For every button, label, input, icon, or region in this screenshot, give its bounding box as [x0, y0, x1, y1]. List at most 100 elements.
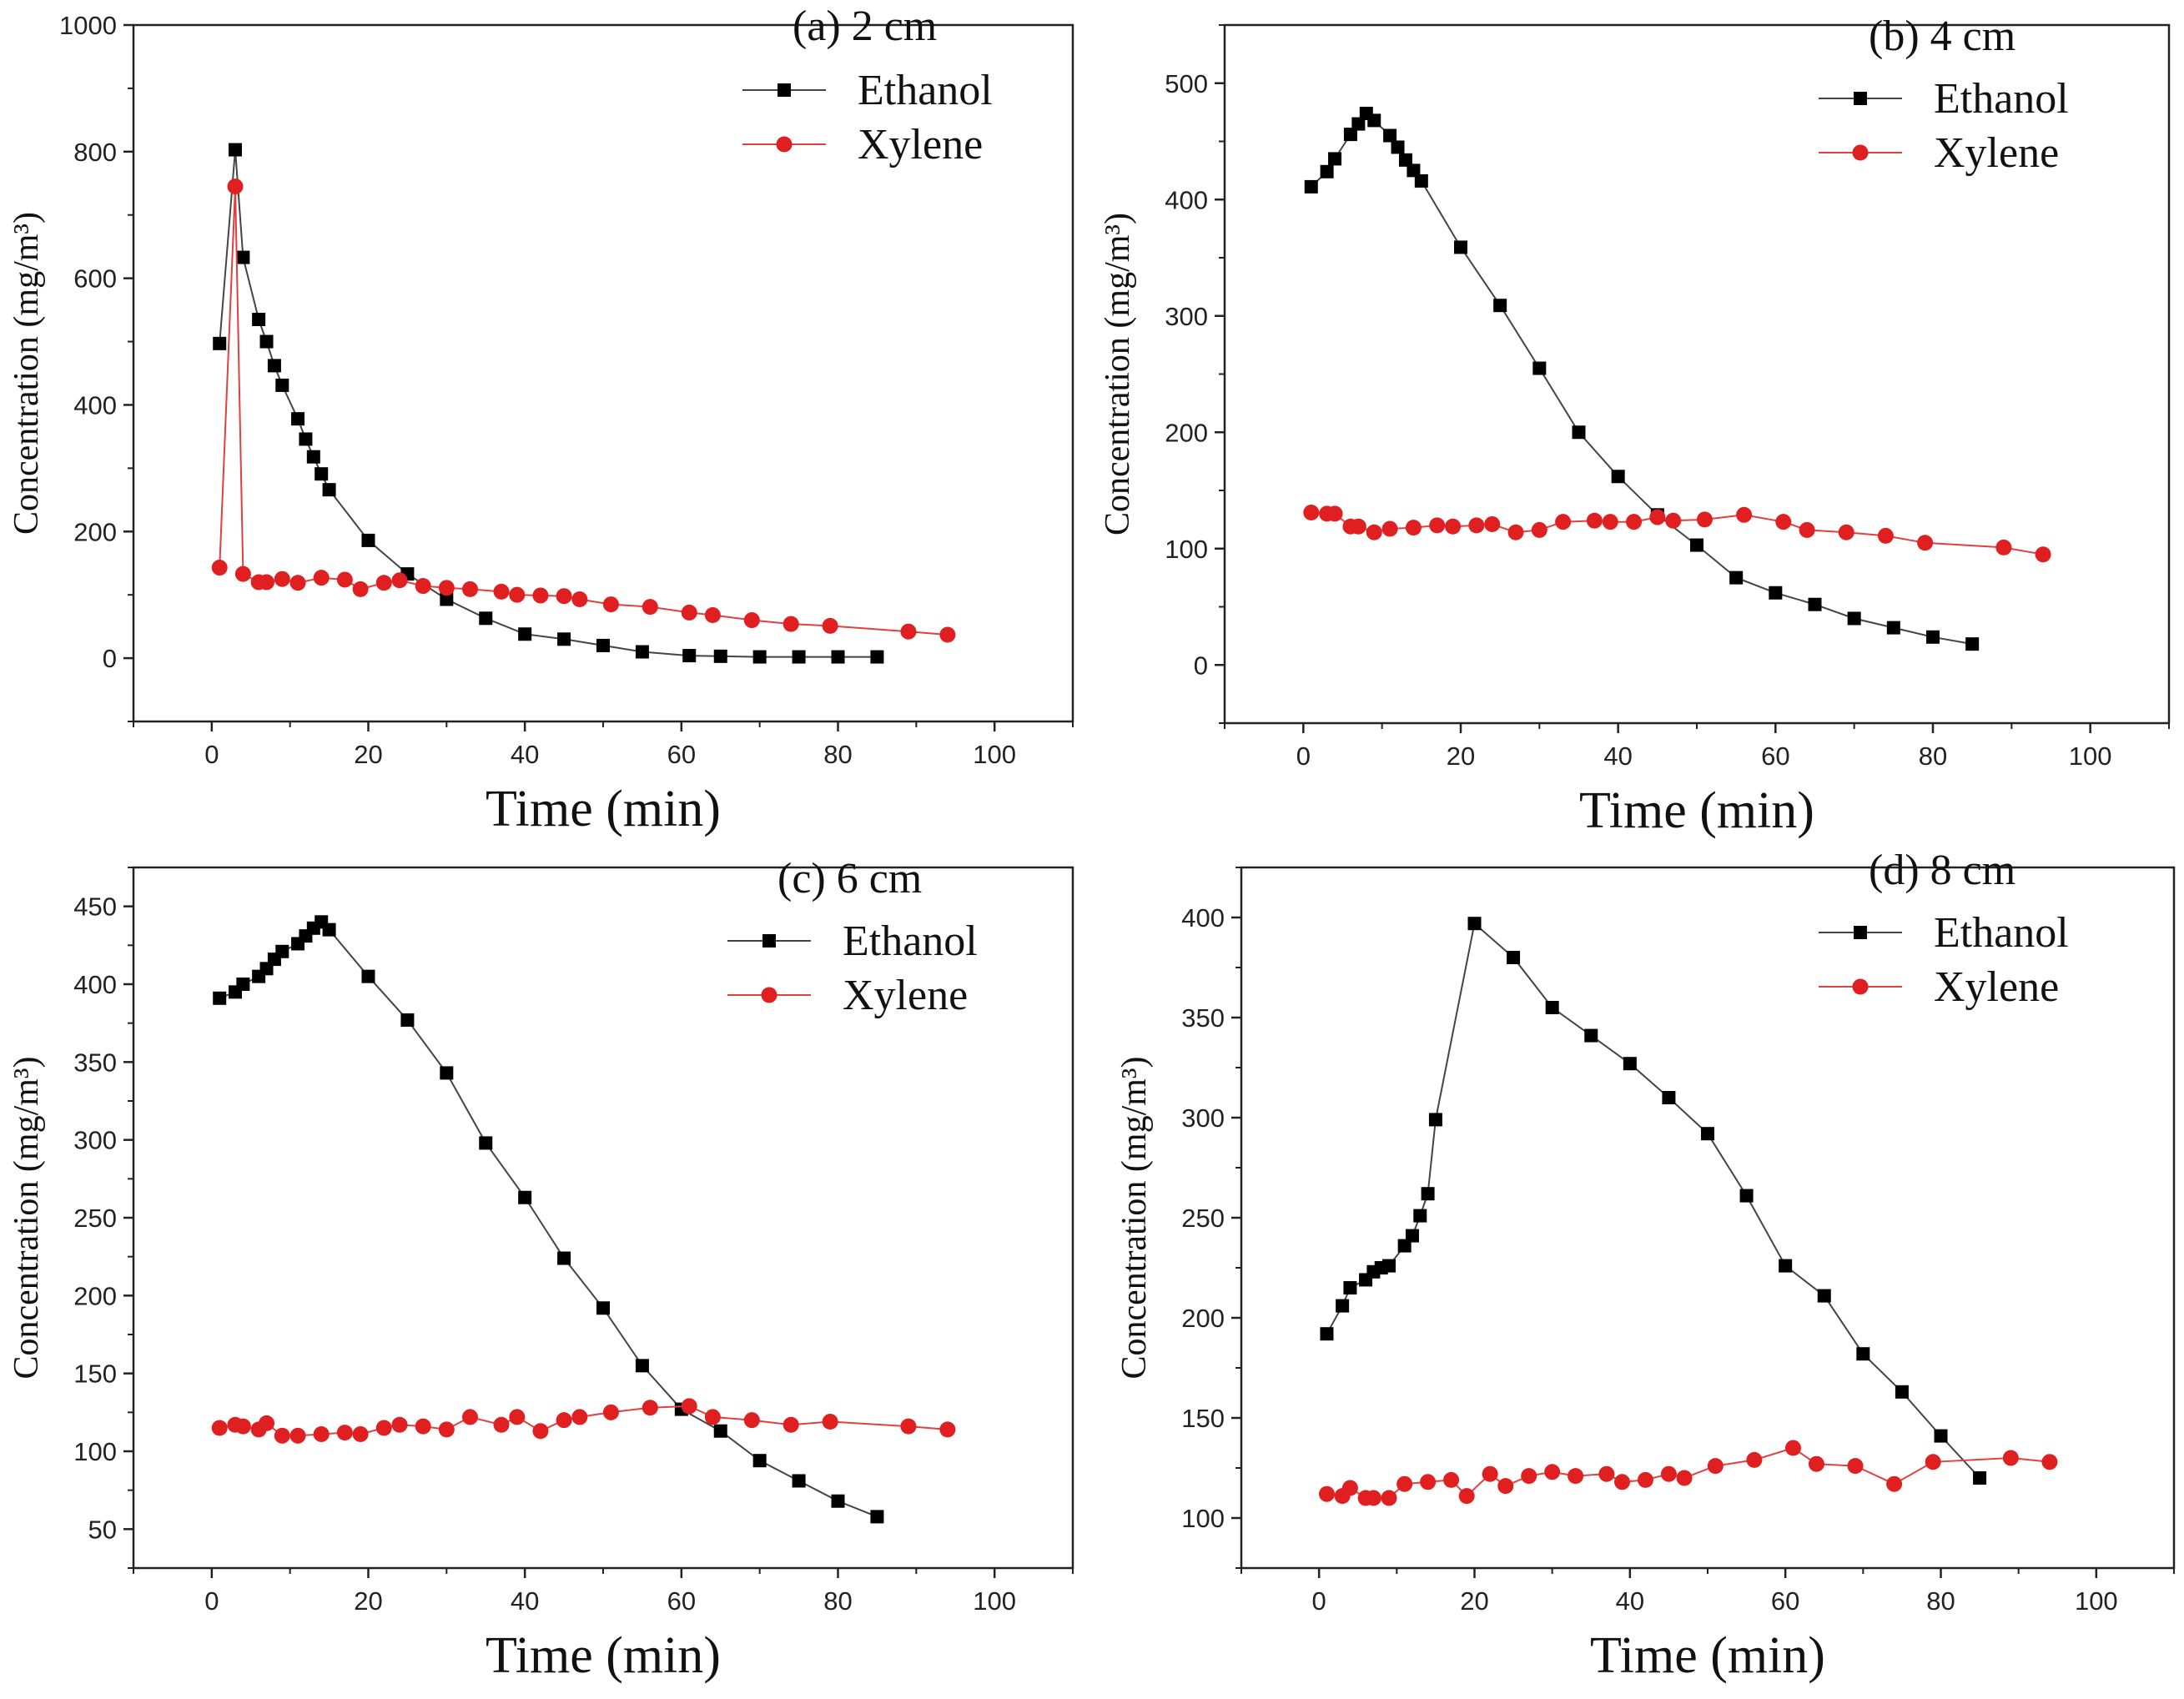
xylene-point [1507, 524, 1524, 540]
ethanol-point [1926, 630, 1940, 644]
legend-label-xylene: Xylene [1934, 129, 2059, 177]
y-tick-label: 400 [1165, 185, 1208, 214]
legend-label-xylene: Xylene [858, 121, 983, 168]
xylene-point [227, 178, 244, 195]
xylene-point [556, 1412, 572, 1429]
series-line-ethanol [1311, 112, 1973, 646]
panel-title: (a) 2 cm [793, 3, 937, 50]
ethanol-point [1351, 117, 1366, 131]
ethanol-point [1769, 586, 1783, 600]
ethanol-point [1304, 179, 1318, 194]
xylene-point [1544, 1464, 1561, 1480]
xylene-point [704, 606, 721, 623]
legend-label-ethanol: Ethanol [843, 917, 978, 965]
xylene-point [1586, 512, 1603, 529]
ethanol-point [236, 250, 250, 264]
xylene-point [681, 604, 697, 621]
ethanol-point [1428, 1113, 1442, 1127]
xylene-point [822, 617, 838, 634]
ethanol-point [1336, 1299, 1350, 1313]
x-tick-label: 20 [354, 740, 382, 769]
xylene-point [900, 623, 917, 640]
xylene-point [1886, 1475, 1903, 1492]
ethanol-point [1895, 1385, 1909, 1399]
xylene-point [1555, 514, 1572, 530]
x-tick-label: 100 [973, 740, 1016, 769]
xylene-point [556, 588, 572, 605]
ethanol-point [1454, 240, 1467, 254]
x-tick-label: 0 [204, 740, 219, 769]
legend-marker-ethanol [1854, 926, 1867, 939]
xylene-point [1660, 1465, 1677, 1482]
x-tick-label: 60 [667, 740, 696, 769]
ethanol-point [1886, 621, 1900, 635]
x-axis-label: Time (min) [486, 1627, 721, 1684]
xylene-point [438, 580, 455, 596]
ethanol-point [1817, 1289, 1831, 1303]
ethanol-point [1421, 1187, 1435, 1201]
ethanol-point [682, 649, 697, 663]
xylene-point [571, 1409, 588, 1425]
y-tick-label: 200 [73, 517, 117, 546]
xylene-point [783, 616, 799, 632]
ethanol-point [1413, 1209, 1427, 1223]
xylene-point [532, 1423, 549, 1440]
x-tick-label: 20 [1460, 1586, 1488, 1616]
legend-marker-ethanol [762, 934, 776, 948]
xylene-point [234, 565, 251, 582]
xylene-point [1838, 524, 1854, 540]
ethanol-point [1779, 1259, 1793, 1273]
legend-label-xylene: Xylene [1934, 963, 2059, 1011]
xylene-point [1626, 514, 1643, 530]
xylene-point [1341, 1480, 1358, 1496]
xylene-point [1458, 1488, 1475, 1505]
ethanol-point [306, 450, 320, 464]
ethanol-point [1343, 128, 1357, 142]
y-tick-label: 400 [73, 970, 117, 999]
ethanol-point [1467, 917, 1482, 931]
ethanol-point [259, 334, 274, 349]
xylene-point [1598, 1465, 1615, 1482]
xylene-point [1649, 509, 1666, 525]
xylene-point [234, 1418, 251, 1435]
ethanol-point [1739, 1189, 1754, 1203]
xylene-point [1381, 1490, 1397, 1506]
panel-title: (c) 6 cm [777, 855, 922, 902]
xylene-point [1707, 1458, 1724, 1475]
xylene-point [1381, 520, 1398, 537]
ethanol-point [1320, 164, 1334, 178]
xylene-point [375, 575, 392, 591]
y-tick-label: 150 [1181, 1404, 1225, 1433]
x-tick-label: 100 [2069, 741, 2112, 771]
ethanol-point [831, 650, 845, 664]
xylene-point [1637, 1471, 1653, 1488]
xylene-point [571, 591, 588, 607]
ethanol-point [400, 1013, 415, 1027]
y-tick-label: 200 [1181, 1304, 1225, 1333]
ethanol-point [479, 1136, 493, 1150]
xylene-point [352, 581, 369, 597]
xylene-point [1799, 521, 1815, 538]
x-axis-label: Time (min) [1579, 782, 1814, 839]
ethanol-point [291, 412, 305, 426]
ethanol-point [1328, 152, 1342, 166]
ethanol-point [275, 378, 289, 392]
xylene-point [822, 1414, 838, 1430]
ethanol-point [713, 649, 727, 663]
ethanol-point [299, 432, 313, 446]
xylene-point [438, 1421, 455, 1438]
ethanol-point [1611, 470, 1625, 484]
ethanol-point [236, 978, 250, 991]
ethanol-point [322, 483, 336, 497]
ethanol-point [322, 922, 336, 937]
y-tick-label: 300 [1165, 302, 1208, 331]
ethanol-point [479, 611, 493, 626]
xylene-point [1445, 518, 1462, 535]
y-tick-label: 150 [73, 1360, 117, 1389]
xylene-point [602, 596, 619, 613]
x-tick-label: 20 [1447, 741, 1475, 771]
x-tick-label: 80 [823, 1586, 852, 1616]
xylene-point [1303, 505, 1320, 521]
x-tick-label: 80 [823, 740, 852, 769]
